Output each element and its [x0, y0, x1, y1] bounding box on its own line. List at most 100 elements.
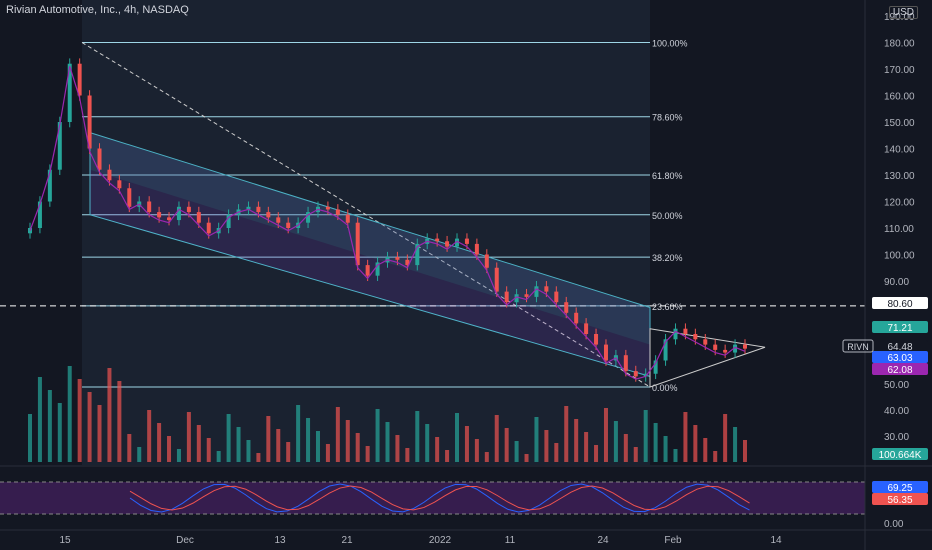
candle-body — [603, 344, 608, 361]
volume-bar — [37, 377, 42, 462]
candle-body — [484, 254, 489, 268]
time-tick: Feb — [664, 535, 682, 546]
candle-body — [544, 286, 549, 292]
candle-body — [723, 349, 728, 353]
price-tick: 100.00 — [884, 251, 915, 262]
fib-label: 23.60% — [652, 302, 683, 312]
price-label: 100.664K — [872, 448, 928, 461]
candle-body — [564, 302, 569, 313]
price-label-text: 56.35 — [887, 495, 912, 506]
price-tick: 130.00 — [884, 171, 915, 182]
volume-bar — [524, 454, 529, 462]
time-tick: 13 — [274, 535, 286, 546]
volume-bar — [107, 368, 112, 462]
volume-bar — [445, 450, 450, 462]
volume-bar — [266, 416, 271, 462]
volume-bar — [97, 405, 102, 462]
price-tick: 180.00 — [884, 39, 915, 50]
volume-bar — [67, 366, 72, 462]
volume-bar — [673, 449, 678, 462]
fib-diagonal — [81, 42, 651, 388]
symbol-label-box — [842, 339, 874, 353]
price-label: 71.21 — [872, 321, 928, 334]
volume-bar — [584, 432, 589, 462]
candle-body — [524, 294, 529, 297]
volume-bar — [633, 447, 638, 462]
candle-body — [246, 206, 251, 210]
rsi-d-line — [129, 485, 750, 511]
candle-body — [286, 222, 291, 228]
volume-bar — [733, 427, 738, 462]
currency-badge[interactable]: USD — [888, 6, 918, 19]
volume-bar — [693, 425, 698, 462]
volume-bar — [355, 433, 360, 462]
candle-body — [643, 373, 648, 377]
candle-body — [743, 344, 747, 349]
volume-bar — [296, 405, 301, 462]
fib-label: 38.20% — [652, 253, 683, 263]
candle-body — [713, 344, 718, 350]
volume-bar — [226, 414, 231, 462]
volume-bar — [613, 421, 618, 462]
volume-bar — [594, 445, 599, 462]
candle-body — [395, 257, 400, 260]
candle-body — [405, 259, 410, 266]
candle-body — [464, 238, 469, 244]
volume-bar — [603, 408, 608, 462]
volume-bar — [544, 430, 549, 462]
price-label-bg — [872, 493, 928, 505]
volume-bar — [683, 412, 688, 462]
price-tick: 140.00 — [884, 145, 915, 156]
candle-body — [623, 355, 628, 372]
triangle-pattern — [649, 328, 766, 388]
volume-bar — [157, 423, 162, 462]
candle-body — [494, 267, 499, 292]
volume-bar — [167, 436, 172, 462]
price-tick: 170.00 — [884, 65, 915, 76]
price-tick: 150.00 — [884, 118, 915, 129]
price-tick: 120.00 — [884, 198, 915, 209]
candle-body — [67, 63, 72, 122]
volume-bar — [345, 420, 350, 462]
candle-body — [514, 294, 519, 303]
volume-bar — [186, 412, 191, 462]
volume-bar — [653, 423, 658, 462]
fib-label: 78.60% — [652, 113, 683, 123]
volume-bar — [365, 446, 370, 462]
volume-bar — [196, 425, 201, 462]
candle-body — [574, 312, 579, 324]
price-label-bg — [872, 321, 928, 333]
fib-label: 0.00% — [652, 383, 678, 393]
time-tick: 2022 — [429, 535, 452, 546]
candle-body — [186, 206, 191, 213]
volume-bar — [484, 452, 489, 462]
candle-body — [256, 206, 261, 213]
price-label-text: 69.25 — [887, 483, 912, 494]
volume-bar — [127, 434, 132, 462]
candle-body — [226, 214, 231, 228]
candle-body — [594, 334, 599, 345]
volume-bar — [335, 407, 340, 462]
candle-body — [176, 206, 181, 221]
candle-body — [663, 339, 668, 361]
candle-body — [534, 286, 539, 297]
candle-body — [196, 212, 201, 223]
volume-bar — [534, 417, 539, 462]
price-tick: 160.00 — [884, 92, 915, 103]
price-label-text: 63.03 — [887, 353, 912, 364]
candle-body — [733, 344, 738, 353]
candle-body — [355, 222, 360, 266]
time-tick: 14 — [770, 535, 782, 546]
candle-body — [474, 243, 479, 255]
time-tick: 15 — [59, 535, 71, 546]
fib-label: 100.00% — [652, 39, 688, 49]
volume-bar — [554, 443, 559, 462]
volume-bar — [663, 436, 668, 462]
candle-body — [633, 371, 638, 377]
volume-bar — [117, 381, 122, 462]
price-label-text: 80.60 — [887, 299, 912, 310]
price-label: 64.48 — [872, 340, 928, 353]
volume-bar — [147, 410, 152, 462]
volume-bar — [435, 437, 440, 462]
